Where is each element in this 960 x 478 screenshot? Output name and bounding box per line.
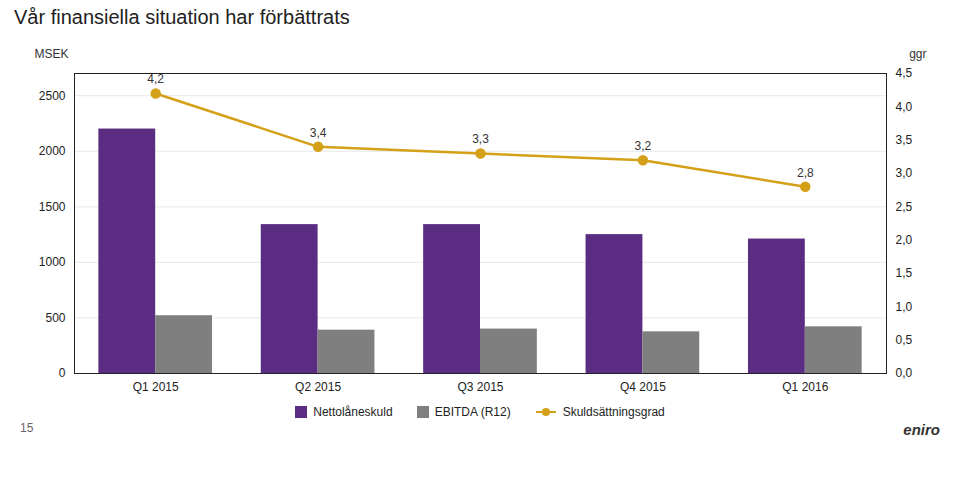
html-text:15: 15	[20, 421, 34, 435]
svg-text:Q3 2015: Q3 2015	[457, 380, 503, 394]
html-text:Nettolåneskuld: Nettolåneskuld	[313, 405, 393, 419]
html-text:Vår finansiella situation har: Vår finansiella situation har förbättrat…	[14, 6, 350, 28]
svg-text:0,0: 0,0	[896, 366, 913, 380]
svg-text:3,5: 3,5	[896, 133, 913, 147]
html-text:Skuldsättningsgrad: Skuldsättningsgrad	[562, 405, 665, 419]
svg-text:1,5: 1,5	[896, 266, 913, 280]
svg-text:ggr: ggr	[909, 47, 926, 61]
svg-text:4,0: 4,0	[896, 100, 913, 114]
svg-text:3,2: 3,2	[635, 139, 652, 153]
svg-text:2,5: 2,5	[896, 200, 913, 214]
svg-text:2000: 2000	[39, 144, 66, 158]
svg-text:Q1 2015: Q1 2015	[133, 380, 179, 394]
svg-text:MSEK: MSEK	[35, 47, 69, 61]
svg-text:3,3: 3,3	[472, 132, 489, 146]
svg-text:0: 0	[59, 366, 66, 380]
svg-text:Q1 2016: Q1 2016	[782, 380, 828, 394]
svg-text:500: 500	[45, 311, 65, 325]
svg-text:4,5: 4,5	[896, 66, 913, 80]
svg-text:1,0: 1,0	[896, 300, 913, 314]
svg-text:3,0: 3,0	[896, 166, 913, 180]
svg-text:1500: 1500	[39, 200, 66, 214]
svg-text:Q4 2015: Q4 2015	[620, 380, 666, 394]
svg-text:2500: 2500	[39, 89, 66, 103]
svg-text:0,5: 0,5	[896, 333, 913, 347]
html-text:EBITDA (R12): EBITDA (R12)	[434, 405, 511, 419]
svg-text:4,2: 4,2	[147, 72, 164, 86]
svg-text:3,4: 3,4	[310, 126, 327, 140]
svg-text:2,0: 2,0	[896, 233, 913, 247]
svg-text:1000: 1000	[39, 255, 66, 269]
svg-text:Q2 2015: Q2 2015	[295, 380, 341, 394]
svg-text:2,8: 2,8	[797, 166, 814, 180]
html-text:eniro: eniro	[903, 421, 940, 438]
